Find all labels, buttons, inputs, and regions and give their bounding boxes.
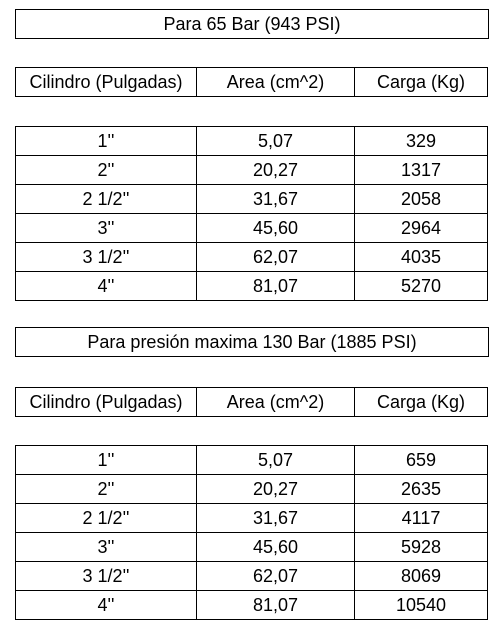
table-row: 2'' 20,27 1317 [15, 155, 488, 185]
cell-cilindro: 3'' [15, 213, 197, 243]
cell-area: 62,07 [196, 561, 355, 591]
cell-area: 62,07 [196, 242, 355, 272]
cell-cilindro: 2 1/2'' [15, 184, 197, 214]
cell-carga: 2058 [354, 184, 488, 214]
cell-carga: 329 [354, 126, 488, 156]
cell-carga: 4035 [354, 242, 488, 272]
cell-area: 20,27 [196, 474, 355, 504]
cell-cilindro: 3 1/2'' [15, 242, 197, 272]
table-row: 3'' 45,60 5928 [15, 532, 488, 562]
cell-area: 20,27 [196, 155, 355, 185]
cell-cilindro: 3'' [15, 532, 197, 562]
cell-area: 81,07 [196, 590, 355, 620]
cell-cilindro: 4'' [15, 271, 197, 301]
cell-area: 5,07 [196, 126, 355, 156]
cell-carga: 2964 [354, 213, 488, 243]
column-header-cilindro: Cilindro (Pulgadas) [15, 67, 197, 97]
data-table-65-bar: 1'' 5,07 329 2'' 20,27 1317 2 1/2'' 31,6… [15, 126, 488, 301]
table-row: 2 1/2'' 31,67 4117 [15, 503, 488, 533]
cell-cilindro: 1'' [15, 126, 197, 156]
cell-area: 31,67 [196, 503, 355, 533]
column-header-carga: Carga (Kg) [354, 67, 488, 97]
cell-carga: 2635 [354, 474, 488, 504]
column-header-area: Area (cm^2) [196, 67, 355, 97]
cell-area: 81,07 [196, 271, 355, 301]
table-row: 4'' 81,07 10540 [15, 590, 488, 620]
cell-area: 45,60 [196, 532, 355, 562]
table-row: 2 1/2'' 31,67 2058 [15, 184, 488, 214]
cell-carga: 4117 [354, 503, 488, 533]
cell-area: 45,60 [196, 213, 355, 243]
cell-cilindro: 4'' [15, 590, 197, 620]
column-header-carga: Carga (Kg) [354, 387, 488, 417]
cell-cilindro: 3 1/2'' [15, 561, 197, 591]
cell-carga: 5270 [354, 271, 488, 301]
cell-cilindro: 1'' [15, 445, 197, 475]
table-row: 3 1/2'' 62,07 8069 [15, 561, 488, 591]
table-title-130-bar: Para presión maxima 130 Bar (1885 PSI) [15, 327, 489, 357]
cell-carga: 8069 [354, 561, 488, 591]
cell-carga: 659 [354, 445, 488, 475]
data-table-130-bar: 1'' 5,07 659 2'' 20,27 2635 2 1/2'' 31,6… [15, 445, 488, 620]
table-row: 4'' 81,07 5270 [15, 271, 488, 301]
cell-carga: 5928 [354, 532, 488, 562]
cell-cilindro: 2 1/2'' [15, 503, 197, 533]
table-row: 1'' 5,07 659 [15, 445, 488, 475]
cell-area: 5,07 [196, 445, 355, 475]
table-title-65-bar: Para 65 Bar (943 PSI) [15, 9, 489, 39]
header-table-130-bar: Cilindro (Pulgadas) Area (cm^2) Carga (K… [15, 387, 488, 417]
cell-cilindro: 2'' [15, 155, 197, 185]
cell-carga: 1317 [354, 155, 488, 185]
table-row: 3'' 45,60 2964 [15, 213, 488, 243]
cell-carga: 10540 [354, 590, 488, 620]
cell-area: 31,67 [196, 184, 355, 214]
cell-cilindro: 2'' [15, 474, 197, 504]
header-table-65-bar: Cilindro (Pulgadas) Area (cm^2) Carga (K… [15, 67, 488, 97]
table-row: 2'' 20,27 2635 [15, 474, 488, 504]
column-header-cilindro: Cilindro (Pulgadas) [15, 387, 197, 417]
table-row: 3 1/2'' 62,07 4035 [15, 242, 488, 272]
column-header-area: Area (cm^2) [196, 387, 355, 417]
table-row: 1'' 5,07 329 [15, 126, 488, 156]
